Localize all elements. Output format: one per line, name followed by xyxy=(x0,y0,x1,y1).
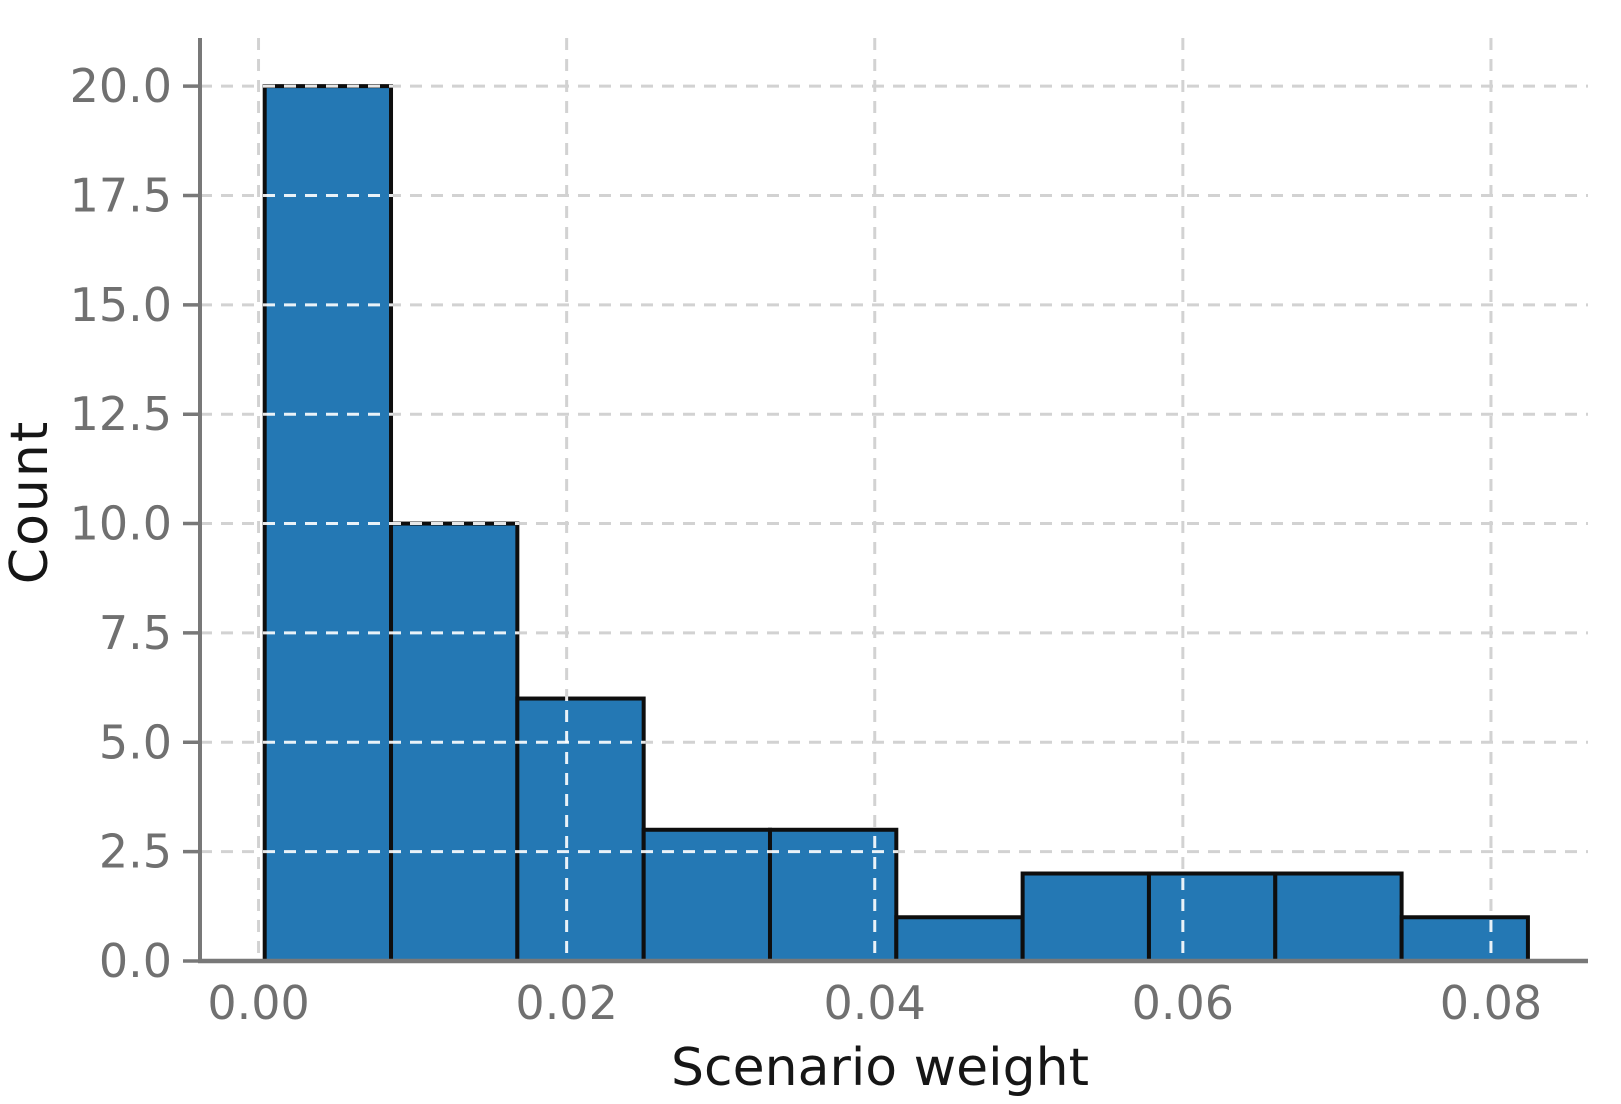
histogram-bar xyxy=(1146,871,1278,963)
histogram-bar xyxy=(767,827,899,963)
x-axis-title: Scenario weight xyxy=(671,1038,1089,1098)
histogram-bar xyxy=(894,915,1025,963)
y-tick-label: 0.0 xyxy=(99,934,172,988)
y-tick-label: 20.0 xyxy=(70,59,172,113)
x-tick-label: 0.02 xyxy=(515,976,617,1030)
y-tick-label: 2.5 xyxy=(99,825,172,879)
x-tick-label: 0.00 xyxy=(207,976,309,1030)
y-tick-label: 17.5 xyxy=(70,168,172,222)
histogram-bar xyxy=(1399,915,1530,963)
y-tick-label: 7.5 xyxy=(99,606,172,660)
histogram-bar xyxy=(515,696,646,963)
tick-labels-layer: 0.0 2.5 5.0 7.5 10.0 12.5 15.0 17.5 20.0 0.00 0.02… xyxy=(70,59,1543,1030)
histogram-bar xyxy=(1020,871,1151,963)
axes-layer xyxy=(183,38,1588,964)
y-tick-label: 5.0 xyxy=(99,715,172,769)
x-tick-label: 0.06 xyxy=(1132,976,1234,1030)
y-tick-label: 15.0 xyxy=(70,278,172,332)
x-tick-label: 0.04 xyxy=(824,976,926,1030)
histogram-bar xyxy=(641,827,772,963)
y-axis-title: Count xyxy=(0,419,60,585)
y-tick-label: 12.5 xyxy=(70,387,172,441)
histogram-bar xyxy=(1273,871,1404,963)
y-tick-label: 10.0 xyxy=(70,497,172,551)
x-tick-label: 0.08 xyxy=(1440,976,1542,1030)
